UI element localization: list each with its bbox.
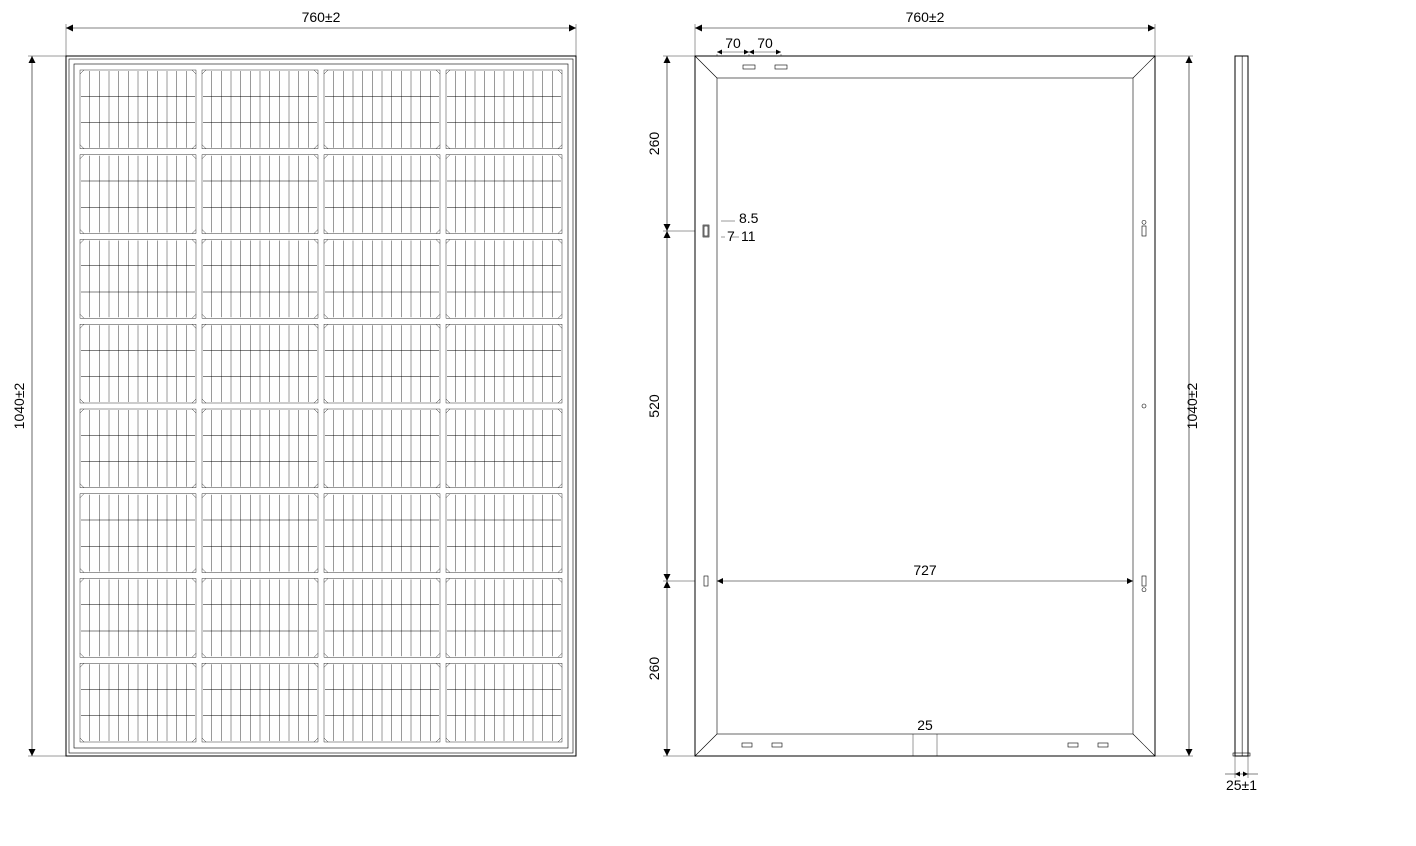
front-view: 760±2 1040±2 bbox=[11, 9, 576, 756]
side-view: 25±1 bbox=[1225, 56, 1258, 793]
dimension-label: 1040±2 bbox=[11, 382, 27, 429]
dimension-label: 760±2 bbox=[906, 9, 945, 25]
dimension-label: 727 bbox=[913, 562, 937, 578]
dimension-label: 25 bbox=[917, 717, 933, 733]
dimension-label: 260 bbox=[646, 657, 662, 681]
dimension-label: 70 bbox=[757, 35, 773, 51]
dimension-label: 520 bbox=[646, 394, 662, 418]
dimension-label: 260 bbox=[646, 132, 662, 156]
dimension-label: 8.5 bbox=[739, 210, 759, 226]
dimension-label: 1040±2 bbox=[1184, 382, 1200, 429]
engineering-drawing: 760±2 1040±2 760±2 1040±2 260 520 260 727 70 70 25… bbox=[0, 0, 1416, 846]
dimension-label: 760±2 bbox=[302, 9, 341, 25]
dimension-label: 7 bbox=[727, 228, 735, 244]
dimension-label: 11 bbox=[741, 228, 756, 244]
dimension-label: 25±1 bbox=[1226, 777, 1257, 793]
dimension-label: 70 bbox=[725, 35, 741, 51]
back-view: 760±2 1040±2 260 520 260 727 70 70 25 8.57 11 bbox=[646, 9, 1200, 756]
